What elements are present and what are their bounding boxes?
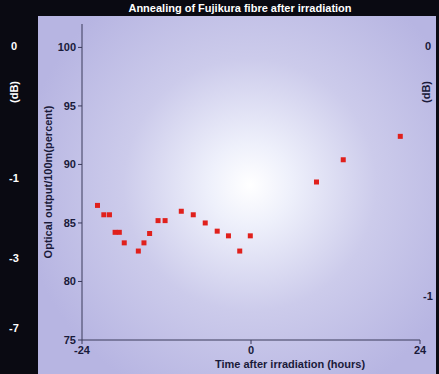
data-point [215, 229, 220, 234]
data-point [203, 220, 208, 225]
y-tick [78, 47, 82, 48]
y-tick-label: 100 [58, 41, 76, 53]
side-label-right: 0 [425, 40, 431, 52]
side-label-left: (dB) [8, 81, 20, 103]
data-point [226, 233, 231, 238]
y-tick [78, 281, 82, 282]
dark-background [0, 0, 439, 374]
side-label-left: -3 [9, 252, 19, 264]
side-label-left: -7 [9, 322, 19, 334]
data-point [147, 231, 152, 236]
y-tick [78, 164, 82, 165]
data-point [341, 157, 346, 162]
side-label-left: -1 [9, 172, 19, 184]
y-axis-line [82, 24, 83, 340]
y-tick-label: 80 [64, 275, 76, 287]
data-point [248, 233, 253, 238]
y-tick-label: 85 [64, 217, 76, 229]
x-tick-label: 0 [248, 344, 254, 356]
panel-background [38, 16, 436, 374]
data-point [141, 240, 146, 245]
y-tick-label: 90 [64, 158, 76, 170]
data-point [101, 212, 106, 217]
chart-title: Annealing of Fujikura fibre after irradi… [128, 2, 351, 14]
x-tick-label: 24 [414, 344, 427, 356]
data-point [179, 209, 184, 214]
chart-root: Annealing of Fujikura fibre after irradi… [0, 0, 439, 374]
data-point [398, 134, 403, 139]
x-tick-label: -24 [74, 344, 91, 356]
data-point [237, 249, 242, 254]
y-tick [78, 105, 82, 106]
side-label-right: -1 [423, 290, 433, 302]
data-point [107, 212, 112, 217]
data-point [163, 218, 168, 223]
data-point [136, 249, 141, 254]
data-point [95, 203, 100, 208]
points [95, 134, 403, 254]
y-tick-label: 95 [64, 100, 76, 112]
y-axis-title: Optical output/100m(percent) [42, 105, 54, 258]
data-point [117, 230, 122, 235]
y-tick [78, 222, 82, 223]
data-point [122, 240, 127, 245]
data-point [314, 180, 319, 185]
data-point [191, 212, 196, 217]
side-label-left: 0 [11, 40, 17, 52]
data-point [156, 218, 161, 223]
x-axis-title: Time after irradiation (hours) [215, 358, 365, 370]
side-label-right: (dB) [420, 81, 432, 103]
y-tick [78, 340, 82, 341]
